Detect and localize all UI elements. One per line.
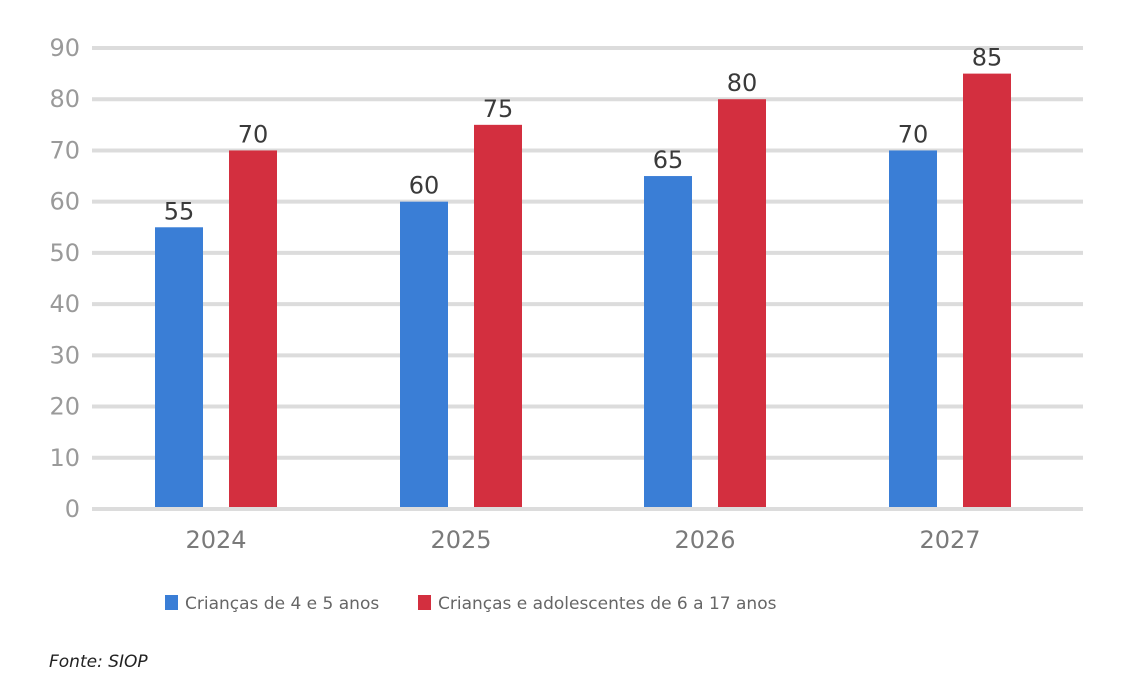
legend-label: Crianças e adolescentes de 6 a 17 anos [438, 594, 777, 614]
y-tick-label: 60 [49, 188, 80, 216]
data-label: 60 [409, 172, 440, 200]
y-tick-label: 30 [49, 341, 80, 369]
data-label: 70 [238, 120, 269, 148]
legend: Crianças de 4 e 5 anos Crianças e adolesc… [165, 594, 777, 614]
data-label: 65 [653, 146, 684, 174]
y-tick-label: 0 [65, 495, 80, 523]
bar [474, 124, 522, 507]
x-tick-label: 2026 [674, 526, 735, 554]
data-label: 80 [727, 69, 758, 97]
bar [718, 99, 766, 507]
source-note: Fonte: SIOP [49, 652, 148, 672]
x-tick-label: 2027 [919, 526, 980, 554]
bar [229, 150, 277, 507]
data-label: 70 [898, 120, 929, 148]
x-tick-label: 2025 [430, 526, 491, 554]
y-tick-label: 70 [49, 136, 80, 164]
y-axis: 0 10 20 30 40 50 60 70 80 90 [49, 34, 80, 523]
x-axis: 2024 2025 2026 2027 [185, 526, 980, 554]
legend-swatch [418, 595, 431, 610]
y-tick-label: 90 [49, 34, 80, 62]
bar [644, 176, 692, 508]
bar [963, 73, 1011, 507]
bars: 55 60 65 70 70 75 80 85 [155, 44, 1011, 508]
y-tick-label: 80 [49, 85, 80, 113]
data-label: 55 [164, 197, 195, 225]
bar [400, 201, 448, 507]
x-tick-label: 2024 [185, 526, 246, 554]
data-label: 85 [972, 44, 1003, 72]
legend-label: Crianças de 4 e 5 anos [185, 594, 379, 614]
data-label: 75 [483, 95, 514, 123]
y-tick-label: 50 [49, 239, 80, 267]
y-tick-label: 20 [49, 393, 80, 421]
y-tick-label: 40 [49, 290, 80, 318]
bar [889, 150, 937, 507]
bar [155, 227, 203, 507]
y-tick-label: 10 [49, 444, 80, 472]
legend-swatch [165, 595, 178, 610]
